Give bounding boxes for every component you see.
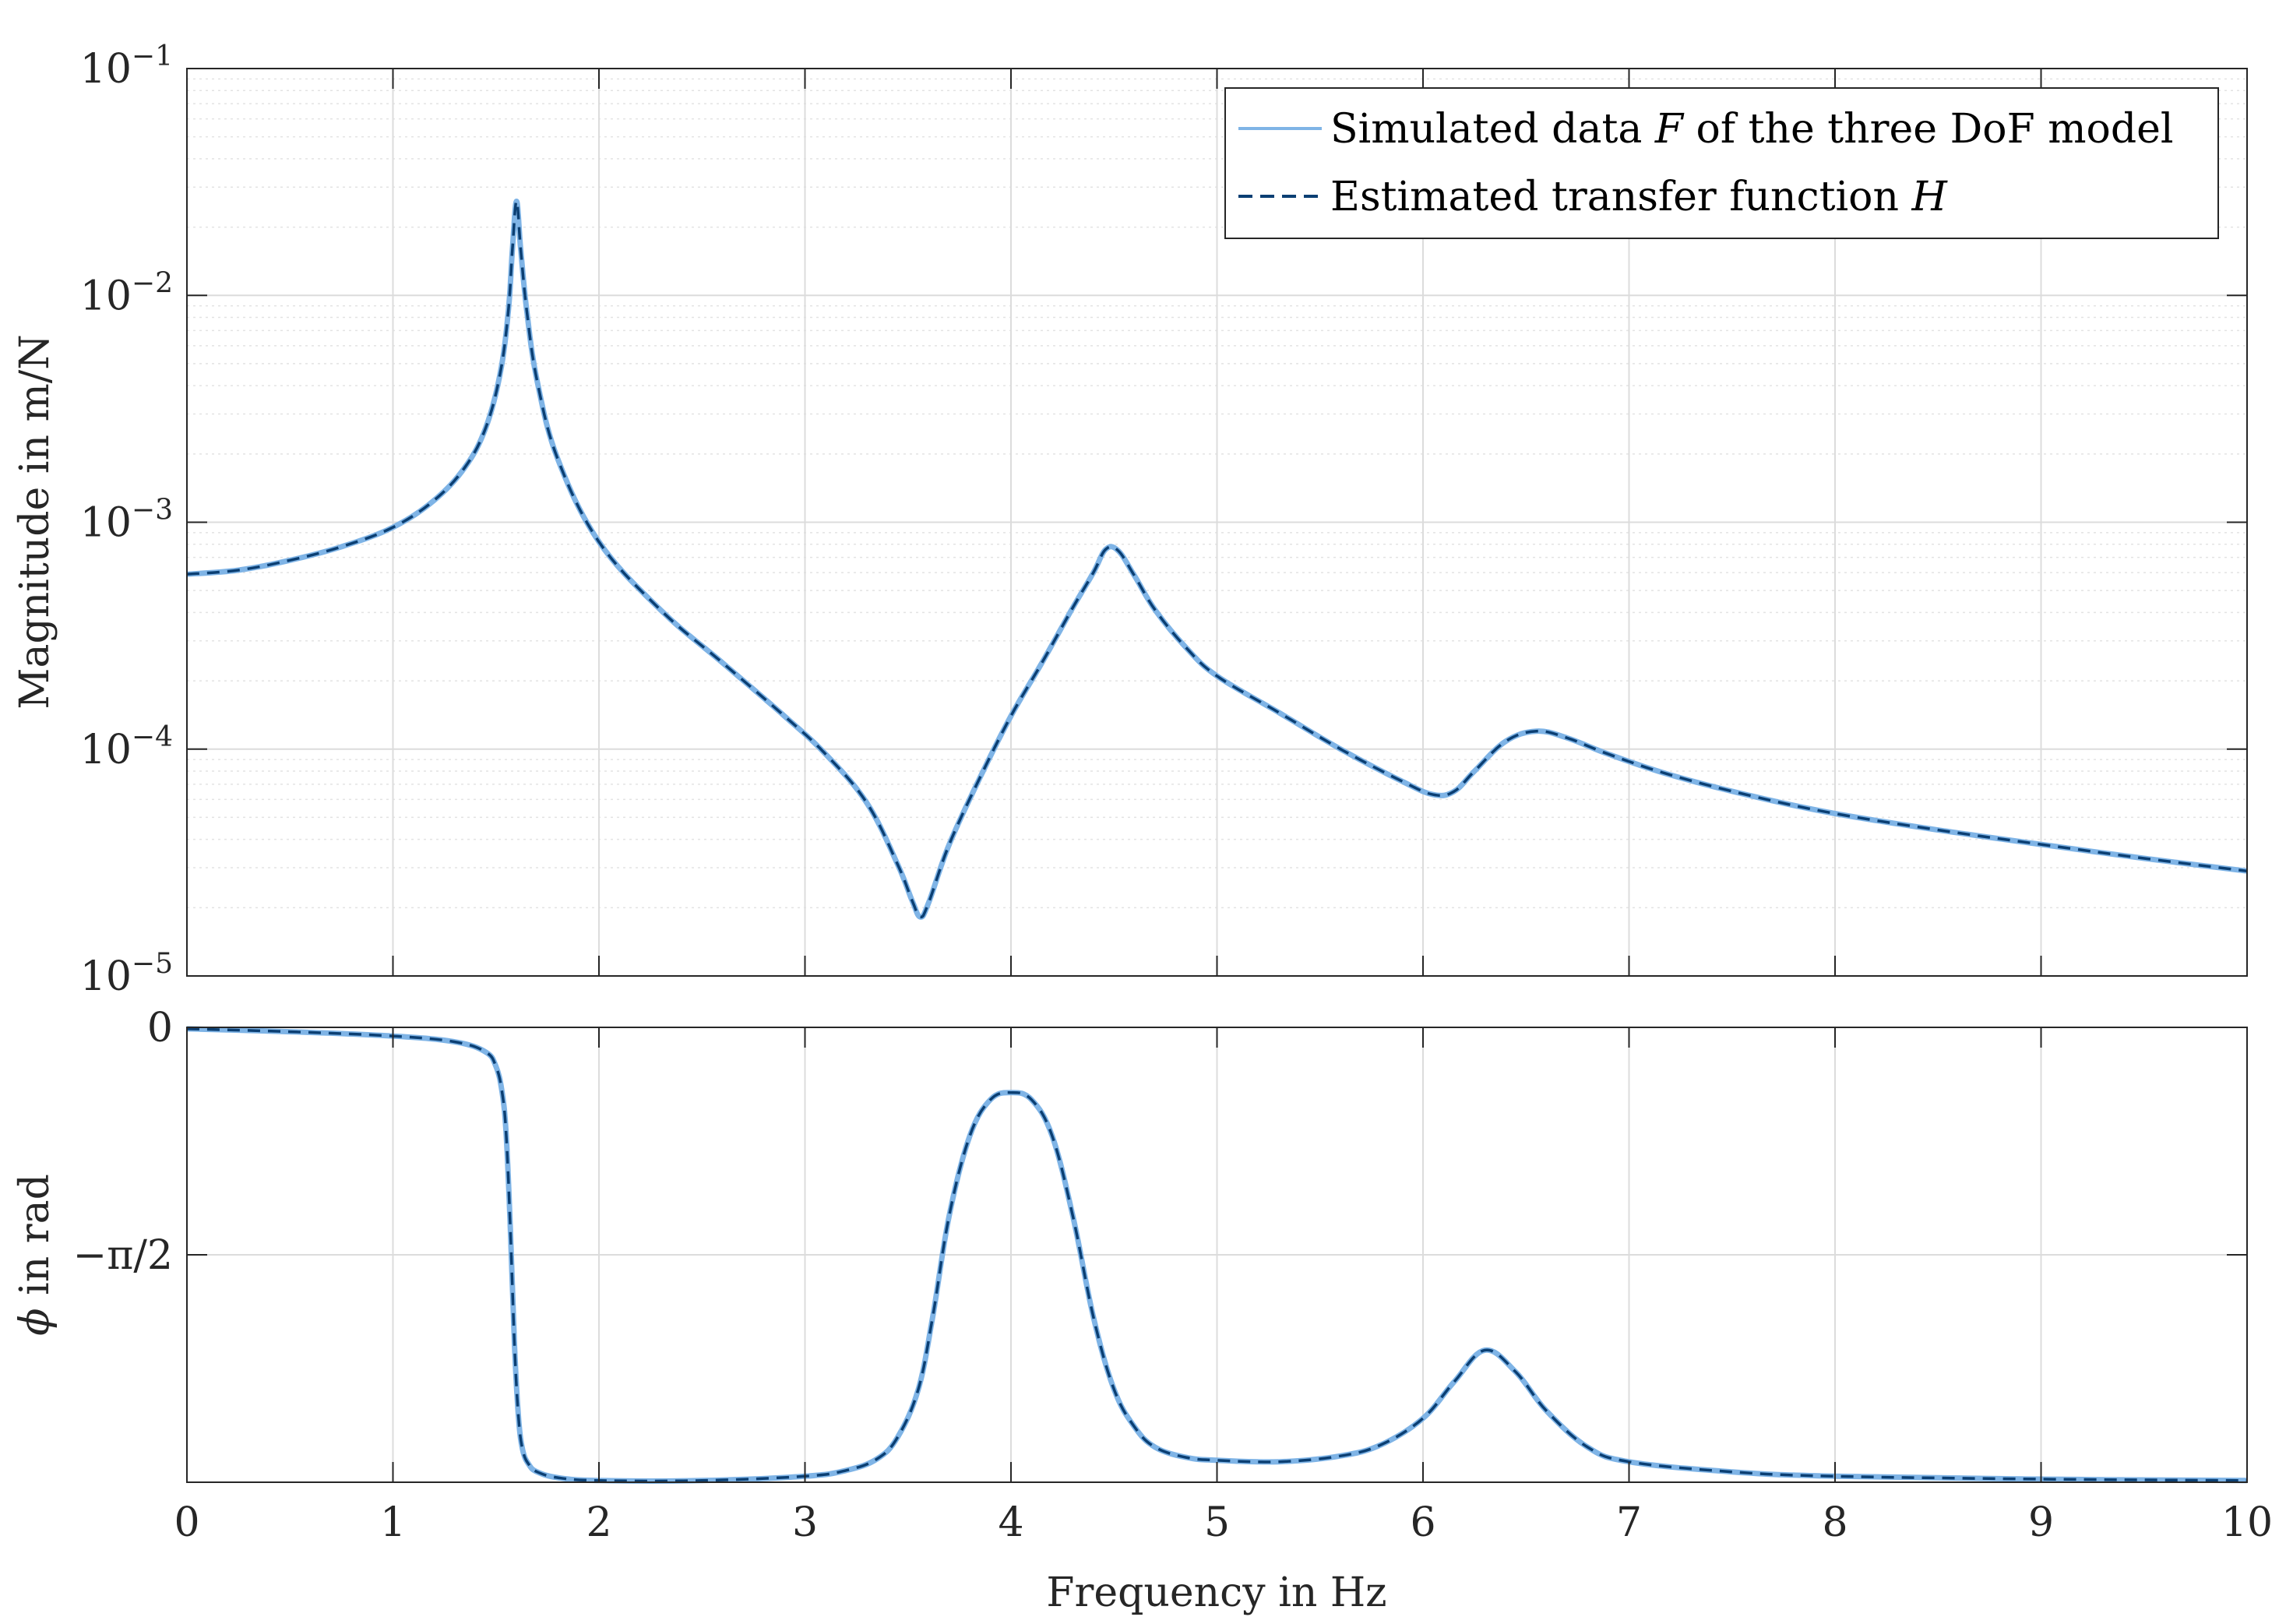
legend-entry-estimated: Estimated transfer function H	[1330, 174, 1949, 220]
y-tick-label: −π/2	[73, 1232, 173, 1279]
magnitude-series	[186, 198, 2248, 920]
y-tick-label: 10−1	[80, 41, 173, 93]
x-axis-label: Frequency in Hz	[1046, 1569, 1386, 1616]
legend: Simulated data F of the three DoF model …	[1224, 87, 2219, 239]
x-tick-label: 6	[1410, 1499, 1435, 1546]
magnitude-panel: 10−1 10−2 10−3 10−4 10−5 Magnitude in m/N Si…	[12, 41, 2248, 1000]
y-tick-label: 10−4	[80, 721, 173, 773]
x-tick-label: 1	[380, 1499, 406, 1546]
y-tick-label: 0	[147, 1005, 173, 1052]
phase-y-axis-label: ϕ in rad	[12, 1174, 58, 1336]
legend-entry-simulated: Simulated data F of the three DoF model	[1330, 106, 2174, 153]
x-tick-label: 7	[1616, 1499, 1642, 1546]
x-tick-label: 10	[2221, 1499, 2273, 1546]
x-tick-label: 2	[586, 1499, 611, 1546]
y-tick-label: 10−2	[80, 267, 173, 319]
x-tick-label: 5	[1204, 1499, 1230, 1546]
x-tick-label: 4	[998, 1499, 1023, 1546]
x-tick-label: 8	[1822, 1499, 1847, 1546]
magnitude-y-axis-label: Magnitude in m/N	[12, 334, 58, 710]
x-tick-label: 3	[792, 1499, 818, 1546]
magnitude-ticks: 10−1 10−2 10−3 10−4 10−5	[80, 41, 2248, 1000]
x-tick-label: 9	[2028, 1499, 2054, 1546]
x-tick-label: 0	[174, 1499, 199, 1546]
series-estimated-magnitude	[186, 199, 2248, 919]
y-tick-label: 10−5	[80, 948, 173, 1000]
phase-ticks: 0 −π/2 0 1 2 3 4 5 6 7 8 9 10	[73, 1005, 2273, 1546]
phase-series	[186, 1026, 2248, 1484]
series-estimated-phase	[186, 1027, 2248, 1483]
phase-panel: 0 −π/2 0 1 2 3 4 5 6 7 8 9 10 ϕ in rad Frequency in …	[12, 1005, 2273, 1616]
legend-box	[1224, 87, 2219, 239]
y-tick-label: 10−3	[80, 495, 173, 547]
